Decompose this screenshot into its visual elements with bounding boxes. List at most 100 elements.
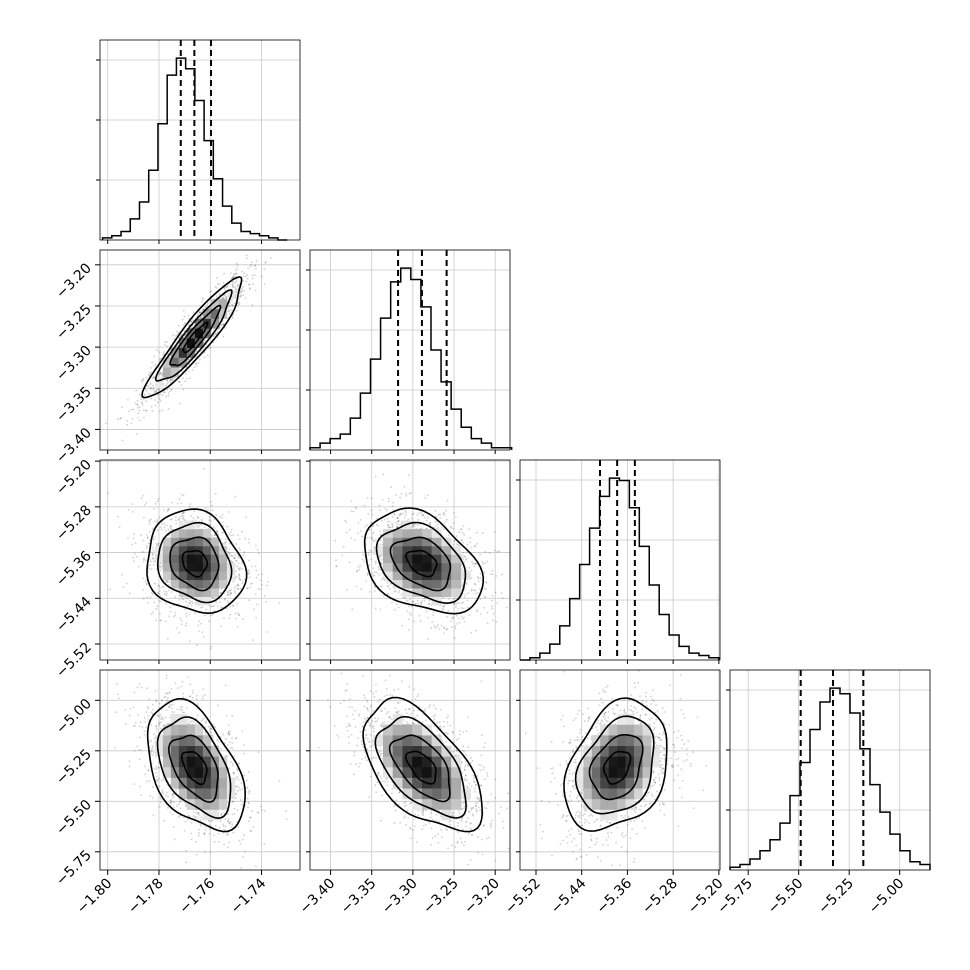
scatter-point [225, 540, 228, 543]
density-cell [421, 579, 432, 589]
scatter-point [148, 387, 151, 390]
scatter-point [431, 621, 434, 624]
scatter-point [228, 542, 231, 545]
scatter-point [209, 347, 212, 349]
scatter-point [209, 291, 211, 293]
scatter-point [161, 373, 164, 376]
scatter-point [180, 502, 183, 504]
scatter-point [236, 267, 239, 270]
scatter-point [394, 590, 397, 592]
scatter-point [138, 748, 140, 751]
scatter-point [239, 566, 242, 569]
scatter-point [220, 517, 223, 519]
scatter-point [263, 810, 266, 812]
density-cell [194, 562, 204, 572]
scatter-point [421, 527, 424, 530]
scatter-point [230, 560, 233, 563]
scatter-point [219, 591, 222, 594]
scatter-point [228, 617, 231, 620]
scatter-point [494, 549, 496, 552]
scatter-point [246, 587, 249, 590]
scatter-point [399, 513, 402, 516]
scatter-point [148, 539, 151, 541]
scatter-point [195, 350, 198, 352]
scatter-point [366, 524, 369, 527]
scatter-point [227, 310, 230, 313]
scatter-point [461, 531, 464, 534]
scatter-point [265, 584, 268, 587]
scatter-point [248, 287, 251, 290]
scatter-point [244, 275, 247, 278]
density-cell [186, 545, 196, 555]
scatter-point [190, 320, 192, 323]
scatter-point [196, 524, 198, 526]
scatter-point [236, 588, 239, 590]
scatter-point [185, 612, 188, 615]
scatter-point [375, 517, 378, 520]
scatter-point [476, 608, 479, 611]
scatter-point [265, 600, 268, 603]
scatter-point [403, 516, 406, 519]
scatter-point [408, 605, 410, 608]
density-cell [202, 537, 212, 547]
contour-line [181, 549, 209, 578]
scatter-point [385, 509, 388, 512]
scatter-point [242, 294, 245, 297]
scatter-point [461, 541, 464, 544]
scatter-point [496, 602, 499, 604]
scatter-point [136, 403, 139, 406]
scatter-point [230, 592, 232, 595]
scatter-point [201, 297, 204, 299]
scatter-point [367, 551, 370, 554]
scatter-point [197, 362, 200, 364]
scatter-point [391, 522, 393, 525]
scatter-point [153, 582, 156, 585]
density-cell [382, 545, 394, 555]
density-cell [186, 338, 196, 349]
scatter-point [456, 602, 459, 604]
scatter-point [254, 264, 257, 267]
scatter-point [402, 597, 405, 599]
scatter-point [231, 283, 234, 286]
scatter-point [391, 601, 393, 604]
scatter-point [198, 630, 201, 632]
scatter-point [248, 559, 250, 562]
scatter-point [157, 542, 160, 545]
scatter-point [161, 716, 164, 719]
scatter-point [140, 551, 143, 553]
scatter-point [176, 330, 178, 333]
scatter-point [213, 334, 216, 337]
scatter-point [214, 492, 217, 495]
scatter-point [375, 523, 378, 526]
scatter-point [145, 389, 148, 392]
scatter-point [156, 605, 159, 608]
scatter-point [377, 524, 379, 527]
scatter-point [203, 526, 206, 529]
density-cell [178, 545, 188, 555]
scatter-point [182, 377, 185, 380]
density-cell [170, 529, 180, 538]
scatter-point [146, 596, 149, 599]
scatter-point [238, 614, 241, 617]
scatter-point [405, 494, 408, 497]
scatter-point [441, 608, 444, 611]
scatter-point [179, 335, 182, 337]
scatter-point [188, 358, 191, 361]
scatter-point [227, 306, 230, 309]
scatter-point [246, 257, 249, 260]
scatter-point [187, 370, 190, 373]
scatter-point [187, 604, 190, 607]
scatter-point [278, 602, 281, 604]
scatter-point [406, 599, 409, 602]
scatter-point [142, 379, 145, 382]
scatter-point [445, 518, 448, 521]
scatter-point [152, 611, 154, 614]
scatter-point [443, 603, 446, 606]
scatter-point [155, 543, 158, 545]
scatter-point [163, 593, 166, 595]
scatter-point [212, 597, 215, 600]
scatter-point [455, 543, 458, 546]
scatter-point [352, 510, 355, 513]
scatter-point [232, 831, 235, 834]
scatter-point [474, 562, 477, 565]
